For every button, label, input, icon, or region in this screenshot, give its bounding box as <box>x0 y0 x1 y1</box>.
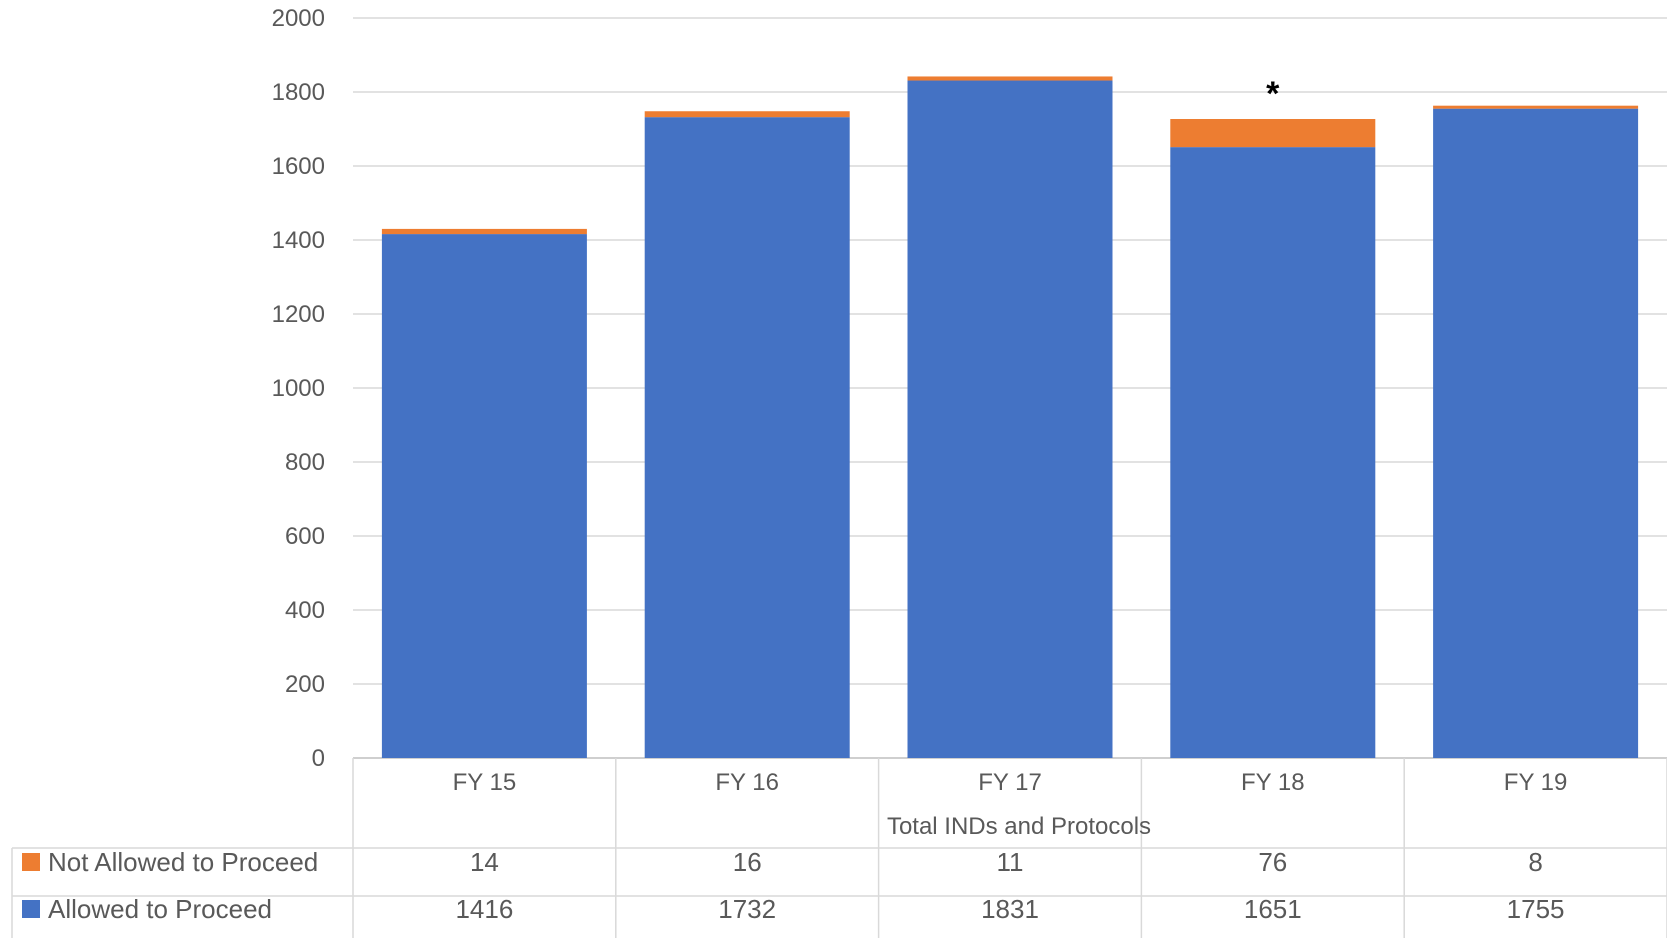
category-label: FY 19 <box>1504 769 1568 796</box>
y-tick-label: 200 <box>285 671 325 698</box>
bar-not-allowed-to-proceed <box>1433 105 1639 109</box>
y-tick-label: 600 <box>285 523 325 550</box>
table-cell: 8 <box>1528 847 1542 877</box>
table-cell: 1732 <box>718 894 776 924</box>
table-cell: 1831 <box>981 894 1039 924</box>
y-tick-label: 800 <box>285 449 325 476</box>
bars: * <box>381 75 1639 758</box>
table-cell: 1755 <box>1507 894 1565 924</box>
bar-allowed-to-proceed <box>644 117 850 758</box>
data-table: FY 15 FY 16 FY 17 FY 18 FY 19 Not Allowed to … <box>11 758 1667 938</box>
legend-swatch <box>22 853 40 871</box>
y-tick-label: 1000 <box>272 375 325 402</box>
y-tick-label: 1600 <box>272 153 325 180</box>
legend-label: Not Allowed to Proceed <box>48 847 318 877</box>
bar-not-allowed-to-proceed <box>644 111 850 118</box>
bar-allowed-to-proceed <box>381 234 587 758</box>
y-tick-label: 400 <box>285 597 325 624</box>
y-tick-label: 1800 <box>272 79 325 106</box>
x-axis-label: Total INDs and Protocols <box>887 813 1151 840</box>
table-cell: 76 <box>1258 847 1287 877</box>
y-tick-label: 0 <box>312 745 325 772</box>
table-cell: 1651 <box>1244 894 1302 924</box>
category-label: FY 16 <box>715 769 779 796</box>
legend-swatch <box>22 900 40 918</box>
category-label: FY 17 <box>978 769 1042 796</box>
y-tick-label: 2000 <box>272 5 325 32</box>
table-cell: 1416 <box>455 894 513 924</box>
bar-not-allowed-to-proceed <box>1170 119 1376 148</box>
category-label: FY 15 <box>453 769 517 796</box>
bar-allowed-to-proceed <box>1170 147 1376 758</box>
table-cell: 16 <box>733 847 762 877</box>
table-cell: 14 <box>470 847 499 877</box>
bar-allowed-to-proceed <box>1433 108 1639 758</box>
y-tick-label: 1400 <box>272 227 325 254</box>
annotation-asterisk: * <box>1266 75 1280 113</box>
bar-not-allowed-to-proceed <box>381 228 587 235</box>
bar-allowed-to-proceed <box>907 80 1113 758</box>
y-axis-ticks: 0 200 400 600 800 1000 1200 1400 1600 1800 2000 <box>272 5 325 772</box>
category-label: FY 18 <box>1241 769 1305 796</box>
bar-not-allowed-to-proceed <box>907 76 1113 81</box>
legend-label: Allowed to Proceed <box>48 894 272 924</box>
y-tick-label: 1200 <box>272 301 325 328</box>
table-cell: 11 <box>997 847 1024 877</box>
